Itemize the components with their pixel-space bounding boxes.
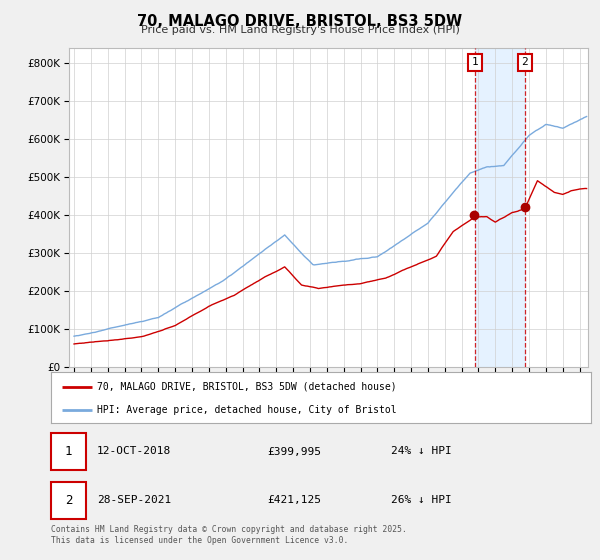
FancyBboxPatch shape: [51, 432, 86, 470]
Text: HPI: Average price, detached house, City of Bristol: HPI: Average price, detached house, City…: [97, 405, 397, 415]
Text: 12-OCT-2018: 12-OCT-2018: [97, 446, 171, 456]
Text: 70, MALAGO DRIVE, BRISTOL, BS3 5DW: 70, MALAGO DRIVE, BRISTOL, BS3 5DW: [137, 14, 463, 29]
Text: 24% ↓ HPI: 24% ↓ HPI: [391, 446, 452, 456]
Text: 28-SEP-2021: 28-SEP-2021: [97, 496, 171, 506]
Bar: [475, 48, 525, 367]
Text: 1: 1: [472, 57, 478, 67]
Text: 2: 2: [521, 57, 528, 67]
Text: 1: 1: [65, 445, 73, 458]
Text: £421,125: £421,125: [267, 496, 321, 506]
FancyBboxPatch shape: [51, 482, 86, 520]
Text: 70, MALAGO DRIVE, BRISTOL, BS3 5DW (detached house): 70, MALAGO DRIVE, BRISTOL, BS3 5DW (deta…: [97, 381, 397, 391]
Text: 2: 2: [65, 494, 73, 507]
Text: 26% ↓ HPI: 26% ↓ HPI: [391, 496, 452, 506]
Text: Price paid vs. HM Land Registry's House Price Index (HPI): Price paid vs. HM Land Registry's House …: [140, 25, 460, 35]
Text: Contains HM Land Registry data © Crown copyright and database right 2025.
This d: Contains HM Land Registry data © Crown c…: [51, 525, 407, 545]
Text: £399,995: £399,995: [267, 446, 321, 456]
